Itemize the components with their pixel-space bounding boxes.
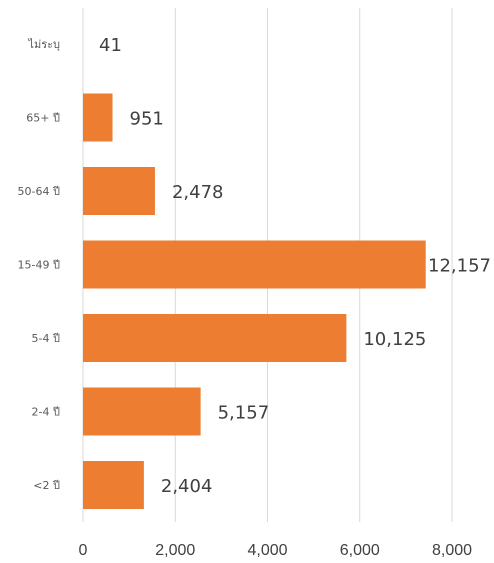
data-label: 951 xyxy=(130,109,164,130)
category-label: <2 ปี xyxy=(33,479,60,492)
data-labels: 41 951 2,478 12,157 10,125 5,157 2,404 xyxy=(99,35,491,497)
x-tick-label: 0 xyxy=(79,542,88,559)
category-labels: ไม่ระบุ 65+ ปี 50-64 ปี 15-49 ปี 5-4 ปี 2-4 ป… xyxy=(18,38,60,492)
category-label: 65+ ปี xyxy=(26,112,60,125)
category-label: 2-4 ปี xyxy=(32,406,60,419)
bar xyxy=(83,314,347,362)
x-tick-label: 4,000 xyxy=(247,542,287,559)
data-label: 5,157 xyxy=(218,403,270,424)
bar xyxy=(83,93,113,142)
bar xyxy=(83,387,201,436)
data-label: 41 xyxy=(99,35,122,56)
x-tick-label: 8,000 xyxy=(432,542,472,559)
category-label: 50-64 ปี xyxy=(18,185,60,198)
data-label: 10,125 xyxy=(363,329,426,350)
bar xyxy=(83,240,426,289)
x-tick-label: 2,000 xyxy=(155,542,195,559)
data-label: 2,404 xyxy=(161,476,213,497)
x-tick-label: 6,000 xyxy=(340,542,380,559)
category-label: ไม่ระบุ xyxy=(27,38,60,51)
data-label: 2,478 xyxy=(172,182,224,203)
data-label: 12,157 xyxy=(428,256,491,277)
bar xyxy=(83,461,144,509)
category-label: 15-49 ปี xyxy=(18,259,60,272)
bars xyxy=(83,93,426,509)
bar xyxy=(83,167,155,215)
x-axis-tick-labels: 0 2,000 4,000 6,000 8,000 xyxy=(79,542,473,559)
category-label: 5-4 ปี xyxy=(32,332,60,345)
